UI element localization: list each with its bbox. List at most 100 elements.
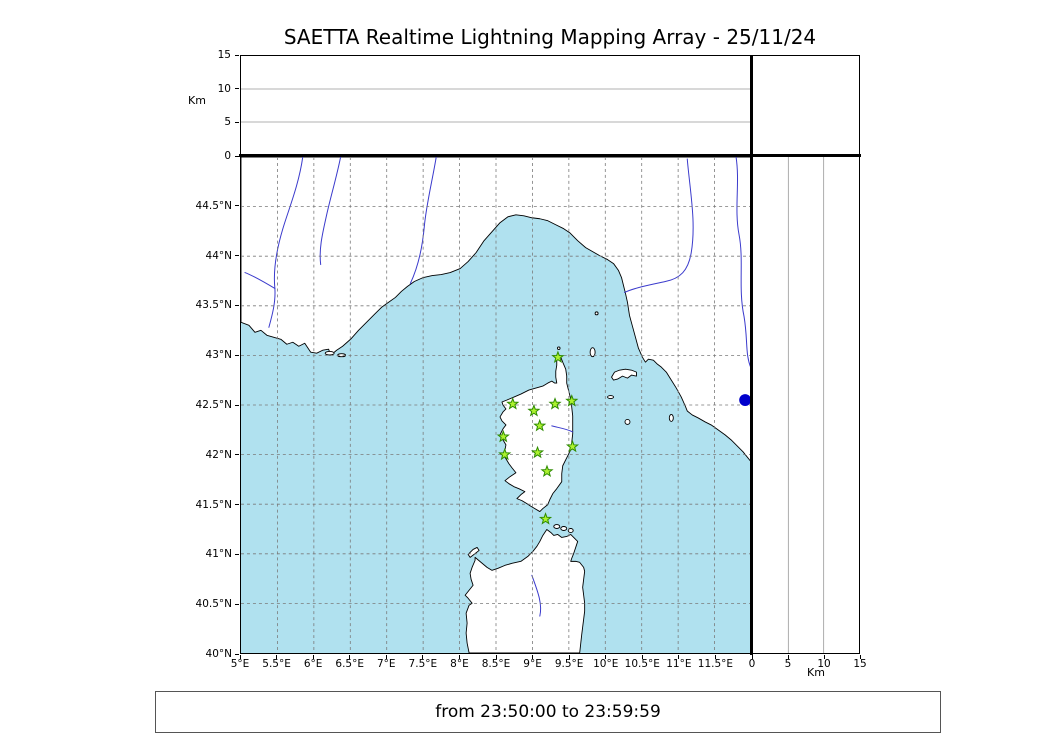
lon-tick-label: 10°E [593,657,619,670]
lon-tick [641,655,643,659]
lat-tick [235,553,239,555]
lat-tick [235,603,239,605]
lon-tick [385,655,387,659]
island-sardinia [464,529,586,653]
altitude-panel-canvas [241,88,751,123]
lon-tick-label: 9°E [523,657,542,670]
alt-tick-right [859,655,861,659]
river-durance [319,157,342,266]
lon-tick [239,655,241,659]
lat-tick [235,653,239,655]
map-canvas [241,157,751,653]
time-range-text: from 23:50:00 to 23:59:59 [435,702,661,722]
lon-tick [568,655,570,659]
lon-tick-label: 7.5°E [408,657,438,670]
map-panel [240,156,752,654]
lon-tick [422,655,424,659]
lat-tick [235,404,239,406]
island-montecristo [624,418,631,425]
alt-tick-top [235,54,239,56]
station-star-marker [530,445,545,459]
lon-tick-label: 9.5°E [554,657,584,670]
rivers [244,157,751,617]
lat-tick [235,354,239,356]
lon-tick-label: 6°E [303,657,323,670]
lon-tick-label: 10.5°E [624,657,660,670]
alt-tick-label-right: 0 [748,657,756,670]
station-star-marker [527,404,541,417]
lon-tick [532,655,534,659]
axis-divider-vertical [750,55,753,655]
lon-tick-label: 5°E [230,657,250,670]
lon-tick-label: 8°E [450,657,469,670]
lat-tick [235,304,239,306]
event-markers [739,394,751,407]
alt-tick-label-top: 0 [224,149,231,162]
lon-tick [678,655,680,659]
island-giraglia [557,346,561,350]
island-pianosa [607,395,614,399]
axis-divider-horizontal [239,154,861,157]
time-range-box: from 23:50:00 to 23:59:59 [155,691,941,733]
chart-title: SAETTA Realtime Lightning Mapping Array … [283,25,817,49]
alt-tick-right [751,655,753,659]
river-var [409,157,437,284]
lon-tick [276,655,278,659]
island-elba [611,368,637,381]
lat-tick [235,454,239,456]
lat-tick-label: 44°N [205,249,232,262]
station-star-marker [551,350,565,363]
island-giglio [668,414,674,422]
island-capraia [589,347,596,358]
lon-tick [312,655,314,659]
alt-tick-label-top: 5 [224,116,231,129]
station-star-marker [565,394,579,407]
station-star-marker [506,397,520,410]
lon-tick [495,655,497,659]
alt-tick-label-top: 15 [217,48,231,61]
altitude-panel-right-canvas [787,157,825,653]
alt-tick-top [235,155,239,157]
altitude-axis-label-right: Km [807,666,825,679]
lon-tick [605,655,607,659]
lightning-event-dot [739,394,751,407]
altitude-vs-latitude-panel [752,156,860,654]
map-gridlines [241,157,751,653]
island-maddalena-1 [553,524,561,529]
station-markers [496,350,580,525]
lon-tick-label: 5.5°E [262,657,291,670]
lat-tick-label: 43°N [205,348,232,361]
landmasses [241,157,751,653]
lon-tick [349,655,351,659]
lat-tick-label: 44.5°N [195,199,232,212]
river-tiber [735,157,751,369]
lat-tick-label: 43.5°N [195,299,232,312]
station-star-marker [548,397,562,410]
island-maddalena-3 [567,528,574,533]
station-star-marker [496,429,510,443]
alt-tick-top [235,88,239,90]
island-corsica [499,352,574,513]
lon-tick [458,655,460,659]
station-star-marker [540,464,554,478]
lat-tick-label: 41°N [205,548,232,561]
station-star-marker [498,447,512,461]
alt-tick-label-top: 10 [217,82,231,95]
lon-tick-label: 8.5°E [481,657,511,670]
station-star-marker [565,439,580,453]
lat-tick-label: 42°N [205,448,232,461]
lat-tick [235,504,239,506]
lat-tick [235,255,239,257]
alt-tick-right [787,655,789,659]
river-branch [244,272,276,289]
river-sardinia [531,574,542,617]
island-porquerolles [324,350,335,356]
alt-tick-right [823,655,825,659]
lon-tick-label: 11°E [666,657,692,670]
island-asinara [467,546,480,558]
alt-tick-label-right: 15 [853,657,867,670]
river-rhone [268,157,304,328]
lon-tick-label: 11.5°E [697,657,734,670]
river-golo [551,425,574,433]
